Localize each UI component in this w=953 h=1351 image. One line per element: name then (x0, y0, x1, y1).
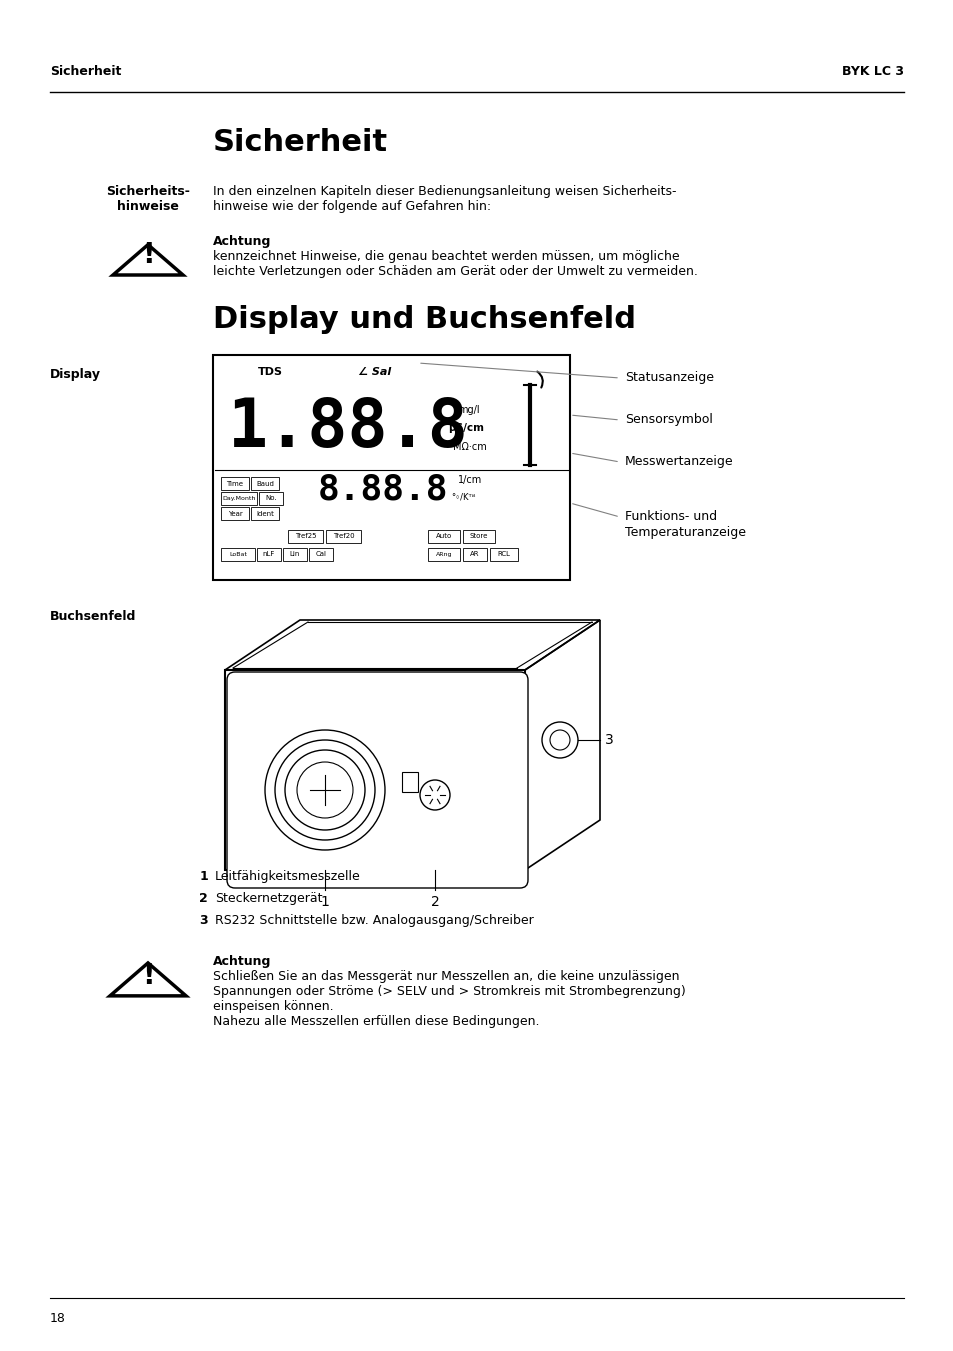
Text: Sicherheits-: Sicherheits- (106, 185, 190, 199)
Bar (221, 507, 249, 520)
Bar (213, 355, 569, 580)
Text: Lin: Lin (290, 551, 300, 558)
Text: ARng: ARng (436, 553, 452, 557)
Text: Auto: Auto (436, 534, 452, 539)
Text: Day.Month: Day.Month (222, 496, 255, 501)
Text: Tref25: Tref25 (294, 534, 315, 539)
Text: In den einzelnen Kapiteln dieser Bedienungsanleitung weisen Sicherheits-: In den einzelnen Kapiteln dieser Bedienu… (213, 185, 676, 199)
Text: No.: No. (265, 496, 276, 501)
Bar (221, 477, 249, 490)
Bar (428, 549, 459, 561)
Text: RCL: RCL (497, 551, 510, 558)
Text: 2: 2 (199, 892, 208, 905)
Text: 1: 1 (199, 870, 208, 884)
Text: 8.88.8: 8.88.8 (317, 473, 448, 507)
Text: Steckernetzgerät: Steckernetzgerät (214, 892, 322, 905)
Text: RS232 Schnittstelle bzw. Analogausgang/Schreiber: RS232 Schnittstelle bzw. Analogausgang/S… (214, 915, 533, 927)
FancyBboxPatch shape (227, 671, 527, 888)
Text: Statusanzeige: Statusanzeige (624, 372, 713, 385)
Text: Spannungen oder Ströme (> SELV und > Stromkreis mit Strombegrenzung): Spannungen oder Ströme (> SELV und > Str… (213, 985, 685, 998)
Text: LoBat: LoBat (229, 553, 247, 557)
Text: 1/cm: 1/cm (457, 476, 482, 485)
Text: Achtung: Achtung (213, 955, 271, 969)
Text: Time: Time (226, 481, 243, 486)
Bar (428, 530, 459, 543)
Text: 1: 1 (320, 894, 329, 909)
Text: einspeisen können.: einspeisen können. (213, 1000, 334, 1013)
Bar (221, 492, 256, 505)
Bar (401, 771, 417, 792)
Text: 3: 3 (604, 734, 613, 747)
Text: Leitfähigkeitsmesszelle: Leitfähigkeitsmesszelle (214, 870, 360, 884)
Text: Cal: Cal (315, 551, 326, 558)
Text: Display: Display (50, 367, 101, 381)
Bar (288, 530, 323, 543)
Text: μS/cm: μS/cm (448, 423, 483, 434)
Text: BYK LC 3: BYK LC 3 (841, 65, 903, 78)
Bar (251, 477, 278, 490)
Bar (309, 549, 333, 561)
Bar (256, 549, 281, 561)
Text: 2: 2 (430, 894, 439, 909)
Bar (283, 549, 307, 561)
Text: Schließen Sie an das Messgerät nur Messzellen an, die keine unzulässigen: Schließen Sie an das Messgerät nur Messz… (213, 970, 679, 984)
Text: Sicherheit: Sicherheit (50, 65, 121, 78)
Bar (251, 507, 278, 520)
Text: Sicherheit: Sicherheit (213, 128, 388, 157)
Text: kennzeichnet Hinweise, die genau beachtet werden müssen, um mögliche: kennzeichnet Hinweise, die genau beachte… (213, 250, 679, 263)
Text: hinweise wie der folgende auf Gefahren hin:: hinweise wie der folgende auf Gefahren h… (213, 200, 491, 213)
Text: Tref20: Tref20 (333, 534, 354, 539)
Text: 3: 3 (199, 915, 208, 927)
Text: !: ! (142, 962, 154, 990)
Text: Sensorsymbol: Sensorsymbol (624, 413, 712, 427)
Bar (490, 549, 517, 561)
Text: Funktions- und: Funktions- und (624, 509, 717, 523)
Bar (462, 549, 486, 561)
Bar (258, 492, 283, 505)
Text: ∠ Sal: ∠ Sal (357, 367, 391, 377)
Text: hinweise: hinweise (117, 200, 179, 213)
Text: Store: Store (469, 534, 488, 539)
Text: MΩ·cm: MΩ·cm (453, 442, 486, 453)
Bar (462, 530, 495, 543)
Text: Temperaturanzeige: Temperaturanzeige (624, 526, 745, 539)
Text: Nahezu alle Messzellen erfüllen diese Bedingungen.: Nahezu alle Messzellen erfüllen diese Be… (213, 1015, 539, 1028)
Text: leichte Verletzungen oder Schäden am Gerät oder der Umwelt zu vermeiden.: leichte Verletzungen oder Schäden am Ger… (213, 265, 698, 278)
Bar (221, 549, 254, 561)
Text: Display und Buchsenfeld: Display und Buchsenfeld (213, 305, 636, 334)
Text: Buchsenfeld: Buchsenfeld (50, 611, 136, 623)
Text: Baud: Baud (255, 481, 274, 486)
Text: TDS: TDS (257, 367, 283, 377)
Text: AR: AR (470, 551, 479, 558)
Text: nLF: nLF (262, 551, 274, 558)
Text: !: ! (142, 240, 154, 269)
Text: 1.88.8: 1.88.8 (228, 394, 468, 461)
Text: 18: 18 (50, 1312, 66, 1325)
Text: Ident: Ident (255, 511, 274, 516)
Text: Year: Year (228, 511, 242, 516)
Text: Messwertanzeige: Messwertanzeige (624, 455, 733, 469)
Text: °◦/Kᵀᴽ: °◦/Kᵀᴽ (451, 493, 475, 503)
Bar (326, 530, 360, 543)
Text: Achtung: Achtung (213, 235, 271, 249)
Text: mg/l: mg/l (457, 405, 479, 415)
